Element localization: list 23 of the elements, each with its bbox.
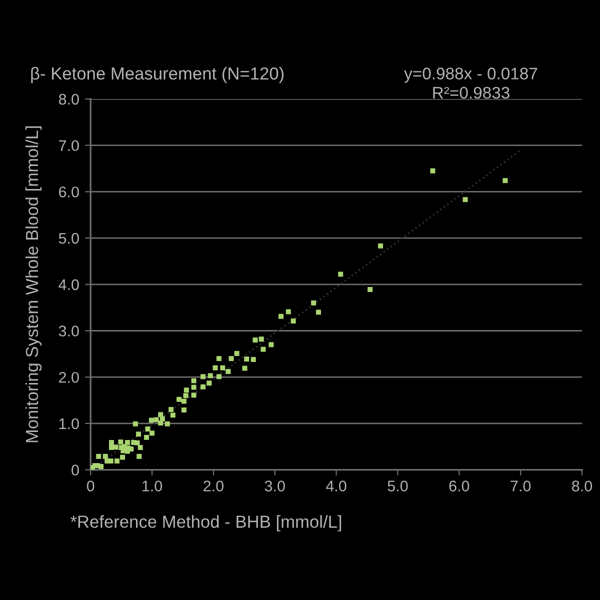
y-tick-label: 6.0 [59, 186, 79, 198]
x-tick-label: 8.0 [572, 480, 592, 492]
y-axis-title: Monitoring System Whole Blood [mmol/L] [25, 126, 42, 442]
x-tick-label: 2.0 [204, 480, 224, 492]
x-tick-label: 0 [86, 480, 94, 492]
x-tick-label: 3.0 [264, 480, 285, 492]
x-axis-title: *Reference Method - BHB [mmol/L] [70, 515, 342, 532]
y-tick-label: 8.0 [58, 94, 79, 105]
x-tick-label: 4.0 [326, 480, 346, 492]
y-tick-label: 5.0 [58, 232, 79, 244]
y-tick-label: 2.0 [59, 372, 79, 383]
y-tick-label: 4.0 [58, 279, 79, 290]
y-tick-label: 1.0 [59, 418, 79, 430]
y-tick-label: 7.0 [59, 140, 79, 152]
x-tick-label: 6.0 [449, 480, 470, 492]
chart-title: β- Ketone Measurement (N=120) [31, 66, 284, 84]
y-tick-label: 0 [72, 464, 79, 476]
x-tick-label: 1.0 [142, 480, 162, 492]
x-tick-label: 7.0 [510, 480, 531, 492]
x-tick-label: 5.0 [388, 480, 408, 492]
text: y=0.988x - 0.0187 [404, 68, 538, 83]
y-tick-label: 3.0 [58, 326, 79, 336]
text: R²=0.9833 [433, 86, 510, 99]
